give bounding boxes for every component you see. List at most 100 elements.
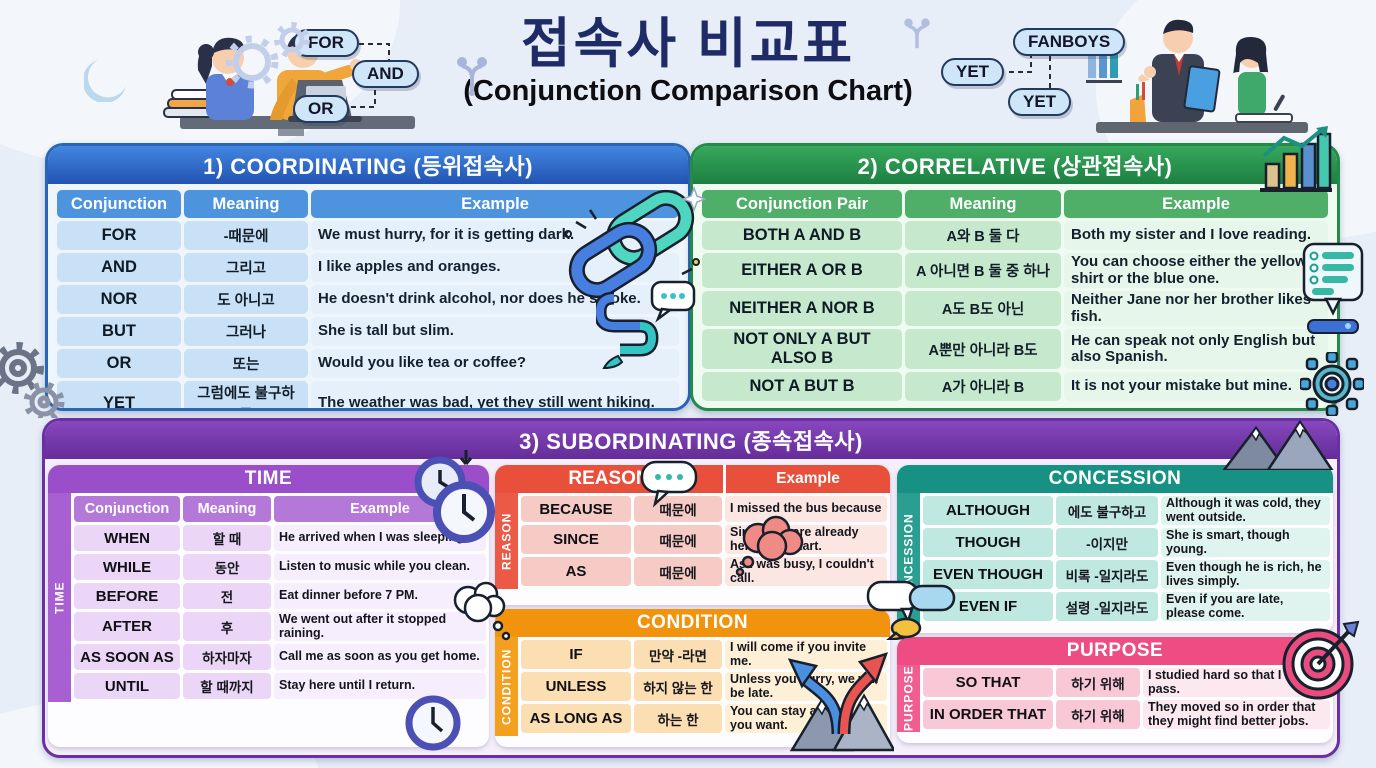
table-row: SO THAT 하기 위해 I studied hard so that I cou…	[923, 668, 1330, 697]
meaning-cell: 동안	[183, 554, 271, 580]
conjunction-cell: NEITHER A NOR B	[702, 291, 902, 326]
example-cell: Eat dinner before 7 PM.	[274, 583, 486, 609]
table-row: EVEN IF 설령 -일지라도 Even if you are late, ple…	[923, 592, 1330, 621]
table-row: AS 때문에 As I was busy, I couldn't call.	[521, 557, 887, 586]
conjunction-bubble-fanboys: FANBOYS	[1013, 28, 1126, 56]
example-cell: Neither Jane nor her brother likes fish.	[1064, 291, 1328, 326]
table-row: UNTIL 할 때까지 Stay here until I return.	[74, 673, 486, 699]
conjunction-cell: IN ORDER THAT	[923, 700, 1053, 729]
column-header-conjunction: Conjunction	[57, 190, 181, 218]
thought-cloud-icon	[453, 581, 510, 641]
conjunction-cell: SO THAT	[923, 668, 1053, 697]
page-title: 접속사 비교표	[520, 14, 856, 74]
table-row: SINCE때문에Since you are already here, let'…	[521, 525, 887, 554]
crescent-icon	[84, 60, 126, 102]
meaning-cell: 에도 불구하고	[1056, 496, 1158, 525]
meaning-cell: 그럼에도 불구하고	[184, 381, 308, 408]
example-cell: It is not your mistake but mine.	[1064, 372, 1328, 401]
column-header-conjunction: Conjunction	[74, 496, 180, 522]
example-cell: You can choose either the yellow shirt o…	[1064, 253, 1328, 288]
reason-side-label: REASON	[495, 493, 518, 589]
column-header-meaning: Meaning	[184, 190, 308, 218]
example-cell: They moved so in order that they might f…	[1143, 700, 1330, 729]
example-cell: Would you like tea or coffee?	[311, 349, 679, 378]
table-row: BEFORE 전 Eat dinner before 7 PM.	[74, 583, 486, 609]
meaning-cell: A와 B 둘 다	[905, 221, 1061, 250]
example-cell: Stay here until I return.	[274, 673, 486, 699]
example-cell: He can speak not only English but also S…	[1064, 329, 1328, 369]
example-cell: I will come if you invite me.	[725, 640, 887, 669]
subordinating-body: TIME TIME Conjunction Meaning Example WH…	[45, 459, 1337, 755]
page-subtitle: (Conjunction Comparison Chart)	[463, 74, 913, 107]
purpose-side-label: PURPOSE	[897, 665, 920, 732]
time-side-label: TIME	[48, 493, 71, 702]
purpose-title: PURPOSE	[897, 637, 1333, 665]
meaning-cell: 하자마자	[183, 644, 271, 670]
branch-icon	[904, 18, 930, 49]
example-cell: She is smart, though young.	[1161, 528, 1330, 557]
conjunction-cell: BECAUSE	[521, 496, 631, 522]
conjunction-cell: NOT A BUT B	[702, 372, 902, 401]
purpose-subsection: PURPOSE PURPOSE SO THAT 하기 위해 I studied ha…	[897, 637, 1333, 743]
conjunction-cell: AFTER	[74, 612, 180, 641]
table-row: NOT A BUT B A가 아니라 B It is not your mistak…	[702, 372, 1328, 401]
table-row: IF 만약 -라면 I will come if you invite me.	[521, 640, 887, 669]
conjunction-cell: FOR	[57, 221, 181, 250]
meaning-cell: A 아니면 B 둘 중 하나	[905, 253, 1061, 288]
chain-icon	[564, 185, 706, 299]
example-cell: The weather was bad, yet they still went…	[311, 381, 679, 408]
gear-outline-icon	[225, 22, 310, 89]
meaning-cell: 또는	[184, 349, 308, 378]
example-cell: Even if you are late, please come.	[1161, 592, 1330, 621]
table-row: THOUGH -이지만 She is smart, though young.	[923, 528, 1330, 557]
concession-subsection: CONCESSION CONCESSION ALTHOUGH 에도 불구하고 Alt…	[897, 465, 1333, 633]
example-cell: Both my sister and I love reading.	[1064, 221, 1328, 250]
conjunction-cell: IF	[521, 640, 631, 669]
column-header-example: Example	[311, 190, 679, 218]
example-cell: He doesn't drink alcohol, nor does he sm…	[311, 285, 679, 314]
table-row: NEITHER A NOR B A도 B도 아닌 Neither Jane nor …	[702, 291, 1328, 326]
table-row: BUT 그러나 She is tall but slim.	[57, 317, 679, 346]
correlative-title: 2) CORRELATIVE (상관접속사)	[693, 146, 1337, 184]
conjunction-cell: THOUGH	[923, 528, 1053, 557]
conjunction-bubble-yet-2: YET	[1008, 88, 1072, 116]
column-header-meaning: Meaning	[183, 496, 271, 522]
gear-icon	[1300, 352, 1364, 416]
column-header-conjunction-pair: Conjunction Pair	[702, 190, 902, 218]
conjunction-cell: AS LONG AS	[521, 704, 631, 733]
time-table: Conjunction Meaning Example WHEN 할 때 He ar…	[71, 493, 489, 702]
table-row: BECAUSE 때문에 I missed the bus because	[521, 496, 887, 522]
conjunction-cell: EVEN THOUGH	[923, 560, 1053, 589]
conjunction-cell: ALTHOUGH	[923, 496, 1053, 525]
meaning-cell: 그러나	[184, 317, 308, 346]
chain-hook-speech-icon	[596, 280, 696, 370]
meaning-cell: A가 아니라 B	[905, 372, 1061, 401]
correlative-section: 2) CORRELATIVE (상관접속사) Conjunction Pair …	[690, 143, 1340, 411]
table-row: EVEN THOUGH 비록 -일지라도 Even though he is ric…	[923, 560, 1330, 589]
meaning-cell: 할 때	[183, 525, 271, 551]
conjunction-cell: NOR	[57, 285, 181, 314]
meaning-cell: 비록 -일지라도	[1056, 560, 1158, 589]
example-cell: Although it was cold, they went outside.	[1161, 496, 1330, 525]
gears-icon	[0, 342, 65, 418]
table-row: NOR 도 아니고 He doesn't drink alcohol, nor do…	[57, 285, 679, 314]
conjunction-cell: BOTH A AND B	[702, 221, 902, 250]
subordinating-title: 3) SUBORDINATING (종속접속사)	[45, 421, 1337, 459]
clock-icon	[405, 695, 461, 751]
example-cell: Even though he is rich, he lives simply.	[1161, 560, 1330, 589]
conjunction-cell: AND	[57, 253, 181, 282]
meaning-cell: 설령 -일지라도	[1056, 592, 1158, 621]
meaning-cell: 하지 않는 한	[634, 672, 722, 701]
meaning-cell: 만약 -라면	[634, 640, 722, 669]
meaning-cell: A뿐만 아니라 B도	[905, 329, 1061, 369]
bar-chart-icon	[1260, 126, 1332, 192]
meaning-cell: 때문에	[634, 525, 722, 554]
condition-side-label: CONDITION	[495, 637, 518, 736]
thought-cloud-icon	[735, 515, 804, 577]
column-header-example: Example	[1064, 190, 1328, 218]
meaning-cell: 하기 위해	[1056, 700, 1140, 729]
meaning-cell: 하는 한	[634, 704, 722, 733]
conjunction-cell: BUT	[57, 317, 181, 346]
